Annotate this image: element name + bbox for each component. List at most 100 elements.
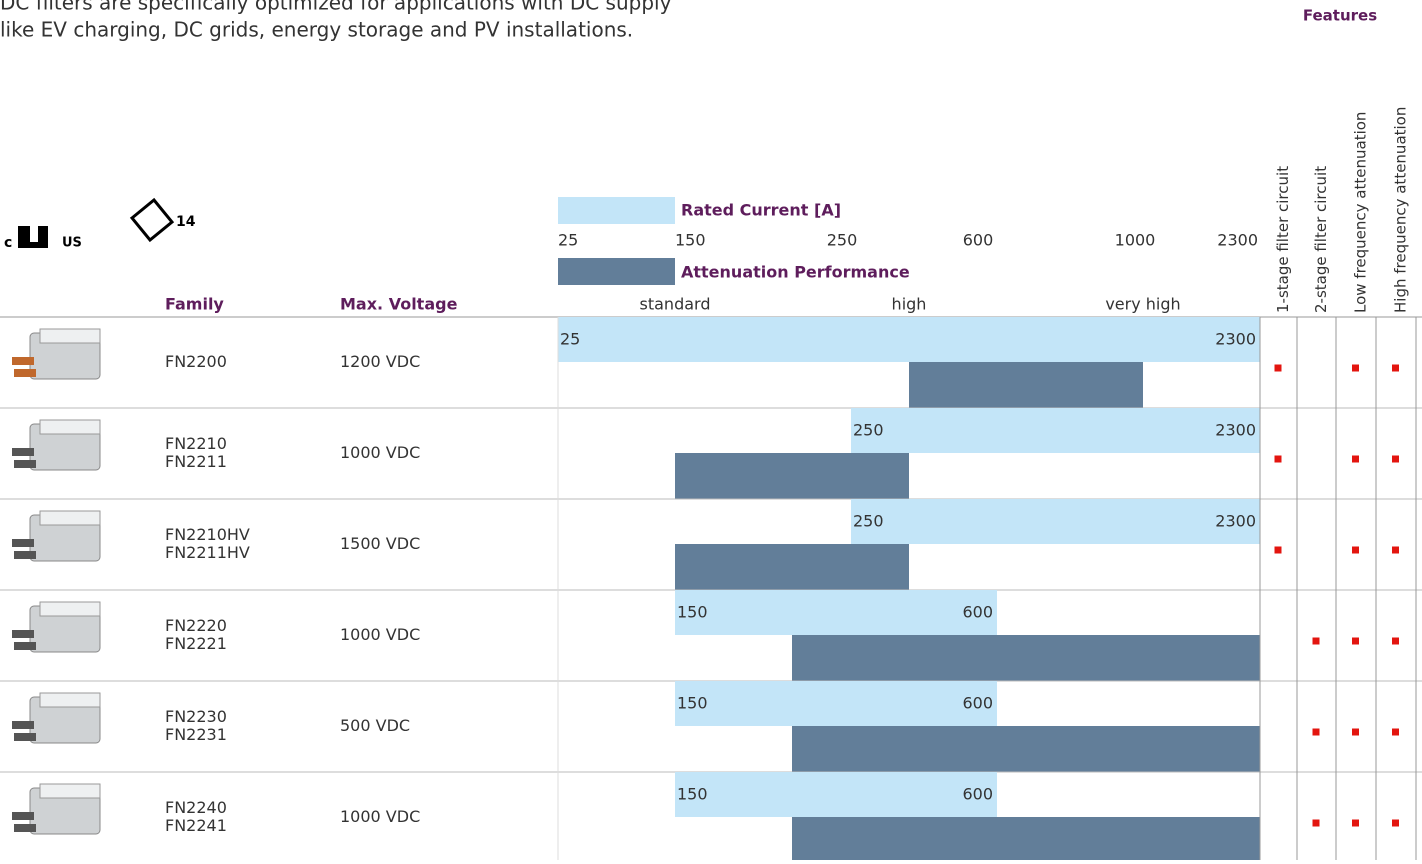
scale-label: 600	[963, 231, 994, 250]
current-label: 25	[560, 330, 580, 349]
current-bar	[851, 499, 1260, 544]
product-image	[12, 693, 100, 743]
family-name: FN2210	[165, 434, 227, 453]
voltage: 500 VDC	[340, 716, 410, 735]
attenuation-bar	[792, 817, 1260, 860]
family-name: FN2230	[165, 707, 227, 726]
column-header: Family	[165, 295, 224, 314]
current-label: 2300	[1215, 330, 1256, 349]
feature-mark	[1352, 820, 1359, 827]
feature-mark	[1275, 547, 1282, 554]
image-terminal	[12, 357, 34, 365]
image-terminal	[14, 824, 36, 832]
column-header: Max. Voltage	[340, 295, 458, 314]
attenuation-bar	[909, 362, 1143, 408]
image-terminal	[14, 642, 36, 650]
scale-label: 1000	[1115, 231, 1156, 250]
features-title: Features	[1303, 7, 1377, 25]
family-name: FN2211HV	[165, 543, 250, 562]
product-image	[12, 511, 100, 561]
product-image	[12, 329, 100, 379]
current-label: 600	[962, 603, 993, 622]
feature-header: High frequency attenuation	[1392, 107, 1410, 313]
legend-swatch	[558, 197, 675, 224]
feature-mark	[1275, 456, 1282, 463]
image-top	[40, 329, 100, 343]
current-label: 150	[677, 694, 708, 713]
intro-line: DC filters are specifically optimized fo…	[0, 0, 672, 15]
legend-label: Attenuation Performance	[681, 263, 910, 282]
current-bar	[851, 408, 1260, 453]
feature-mark	[1352, 547, 1359, 554]
feature-mark	[1352, 638, 1359, 645]
feature-mark	[1275, 365, 1282, 372]
voltage: 1000 VDC	[340, 625, 420, 644]
family-name: FN2220	[165, 616, 227, 635]
scale-label: 150	[675, 231, 706, 250]
scale-label: very high	[1105, 295, 1180, 314]
enec-mark	[132, 200, 172, 240]
image-top	[40, 511, 100, 525]
current-label: 2300	[1215, 421, 1256, 440]
feature-mark	[1313, 638, 1320, 645]
family-name: FN2210HV	[165, 525, 250, 544]
scale-label: standard	[640, 295, 711, 314]
family-name: FN2241	[165, 816, 227, 835]
family-name: FN2231	[165, 725, 227, 744]
attenuation-bar	[675, 453, 909, 499]
feature-mark	[1392, 820, 1399, 827]
image-top	[40, 784, 100, 798]
current-label: 600	[962, 694, 993, 713]
voltage: 1000 VDC	[340, 807, 420, 826]
logo-text: US	[62, 236, 82, 251]
image-top	[40, 602, 100, 616]
family-name: FN2211	[165, 452, 227, 471]
scale-label: 25	[558, 231, 578, 250]
scale-label: 2300	[1217, 231, 1258, 250]
intro-line: like EV charging, DC grids, energy stora…	[0, 18, 633, 42]
current-label: 150	[677, 785, 708, 804]
family-name: FN2200	[165, 352, 227, 371]
ul-mark	[18, 226, 48, 248]
voltage: 1200 VDC	[340, 352, 420, 371]
feature-mark	[1352, 365, 1359, 372]
attenuation-bar	[792, 635, 1260, 681]
current-bar	[675, 590, 997, 635]
feature-mark	[1392, 638, 1399, 645]
image-top	[40, 420, 100, 434]
current-label: 250	[853, 512, 884, 531]
product-image	[12, 420, 100, 470]
current-bar	[675, 772, 997, 817]
voltage: 1500 VDC	[340, 534, 420, 553]
current-label: 250	[853, 421, 884, 440]
current-label: 600	[962, 785, 993, 804]
current-bar	[558, 317, 1260, 362]
feature-mark	[1313, 729, 1320, 736]
image-terminal	[14, 551, 36, 559]
image-terminal	[12, 630, 34, 638]
product-image	[12, 784, 100, 834]
image-top	[40, 693, 100, 707]
feature-header: Low frequency attenuation	[1352, 112, 1370, 313]
current-label: 150	[677, 603, 708, 622]
feature-mark	[1392, 365, 1399, 372]
feature-mark	[1352, 729, 1359, 736]
feature-mark	[1352, 456, 1359, 463]
legend-label: Rated Current [A]	[681, 201, 841, 220]
voltage: 1000 VDC	[340, 443, 420, 462]
current-bar	[675, 681, 997, 726]
legend-swatch	[558, 258, 675, 285]
enec-logo: 14	[132, 200, 196, 240]
family-name: FN2221	[165, 634, 227, 653]
scale-label: high	[892, 295, 927, 314]
logo-text: 14	[176, 214, 196, 230]
feature-mark	[1392, 729, 1399, 736]
logo-text: c	[4, 235, 12, 251]
attenuation-bar	[675, 544, 909, 590]
feature-mark	[1313, 820, 1320, 827]
family-name: FN2240	[165, 798, 227, 817]
current-label: 2300	[1215, 512, 1256, 531]
image-terminal	[12, 448, 34, 456]
attenuation-bar	[792, 726, 1260, 772]
image-terminal	[12, 539, 34, 547]
